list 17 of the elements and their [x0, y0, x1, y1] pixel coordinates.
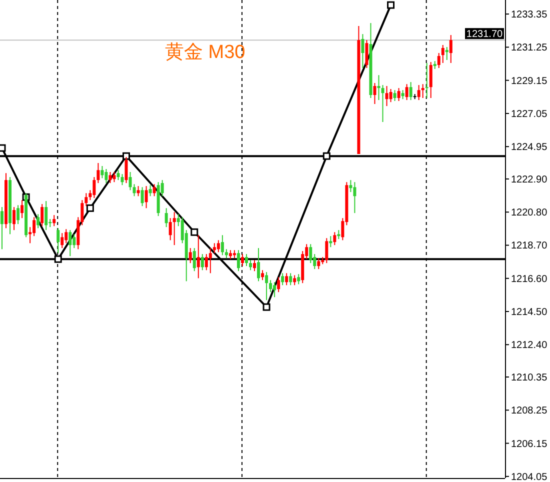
y-tick-label: 1220.80 — [511, 208, 548, 219]
y-tick-label: 1231.25 — [511, 42, 548, 54]
y-tick-label: 1206.15 — [511, 438, 548, 450]
y-tick-label: 1229.15 — [511, 76, 548, 87]
y-tick-label: 1216.60 — [511, 274, 548, 285]
y-tick-label: 1214.50 — [511, 307, 548, 318]
y-tick-label: 1233.35 — [511, 10, 548, 21]
ref-label: 1231.70 — [465, 28, 504, 40]
y-tick-label: 1218.70 — [511, 240, 548, 252]
y-tick-label: 1204.05 — [511, 472, 548, 482]
y-tick-label: 1224.95 — [511, 142, 548, 154]
y-tick-label: 1227.05 — [511, 108, 548, 120]
y-tick-label: 1212.40 — [511, 340, 548, 352]
y-tick-label: 1210.35 — [511, 372, 548, 384]
text: 黄金 M30 — [165, 42, 246, 63]
y-tick-label: 1208.25 — [511, 406, 548, 417]
y-tick-label: 1222.90 — [511, 174, 548, 186]
